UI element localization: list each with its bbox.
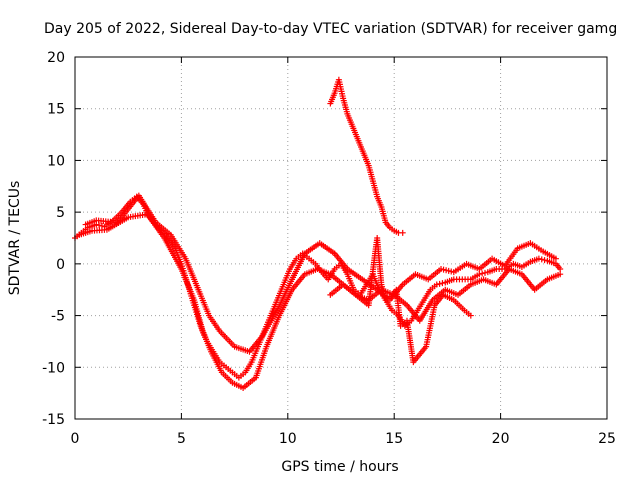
data-point <box>557 266 564 273</box>
x-tick-label: 10 <box>279 431 297 447</box>
data-point <box>433 281 440 288</box>
data-point <box>557 271 564 278</box>
data-point <box>436 280 443 287</box>
data-point <box>552 255 559 262</box>
y-tick-label: 0 <box>56 257 65 273</box>
y-tick-label: 15 <box>47 102 65 118</box>
x-tick-label: 20 <box>492 431 510 447</box>
x-tick-label: 25 <box>598 431 616 447</box>
y-tick-label: 10 <box>47 153 65 169</box>
y-tick-label: -5 <box>51 309 65 325</box>
y-tick-label: 5 <box>56 205 65 221</box>
data-point <box>479 270 486 277</box>
data-point <box>476 271 483 278</box>
data-point <box>535 255 542 262</box>
y-tick-label: -10 <box>42 360 65 376</box>
y-axis-label: SDTVAR / TECUs <box>7 181 23 296</box>
data-point <box>538 256 545 263</box>
data-points <box>72 76 564 391</box>
data-point <box>541 257 548 264</box>
x-tick-label: 15 <box>385 431 403 447</box>
y-tick-label: 20 <box>47 50 65 66</box>
grid-lines <box>75 57 607 419</box>
y-tick-label: -15 <box>42 412 65 428</box>
chart-title: Day 205 of 2022, Sidereal Day-to-day VTE… <box>44 21 617 37</box>
data-point <box>481 269 488 276</box>
data-point <box>399 229 406 236</box>
x-tick-label: 0 <box>71 431 80 447</box>
data-point <box>439 280 446 287</box>
axis-ticks: 0 5 10 15 20 25 -15 -10 -5 0 5 10 15 20 <box>42 50 616 447</box>
x-tick-label: 5 <box>177 431 186 447</box>
plot-frame <box>74 56 608 420</box>
x-axis-label: GPS time / hours <box>281 459 398 475</box>
data-point <box>467 312 474 319</box>
